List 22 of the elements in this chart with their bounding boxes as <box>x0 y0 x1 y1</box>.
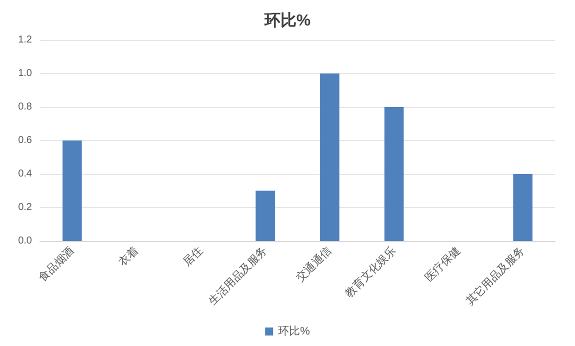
bar <box>62 140 82 241</box>
x-tick-label: 教育文化娱乐 <box>342 244 398 300</box>
y-tick-label: 0.2 <box>18 202 32 213</box>
y-tick-label: 1.2 <box>18 34 32 46</box>
x-tick-label: 生活用品及服务 <box>206 244 270 308</box>
y-tick-label: 1.0 <box>18 68 32 79</box>
chart-title: 环比% <box>263 12 311 30</box>
bar <box>513 174 532 241</box>
y-tick-label: 0.4 <box>18 168 32 180</box>
x-tick-label: 其它用品及服务 <box>463 244 528 308</box>
legend-label: 环比% <box>278 324 310 338</box>
bar <box>384 107 404 241</box>
x-tick-label: 食品烟酒 <box>36 244 76 284</box>
x-tick-label: 衣着 <box>116 244 141 269</box>
bar <box>320 74 340 241</box>
x-tick-label: 居住 <box>181 244 206 269</box>
y-tick-label: 0.8 <box>18 102 32 112</box>
bar <box>256 190 275 241</box>
y-tick-label: 0.6 <box>18 135 32 146</box>
x-tick-label: 交通通信 <box>294 244 334 284</box>
y-tick-label: 0.0 <box>18 236 32 246</box>
x-tick-label: 医疗保健 <box>422 244 463 284</box>
